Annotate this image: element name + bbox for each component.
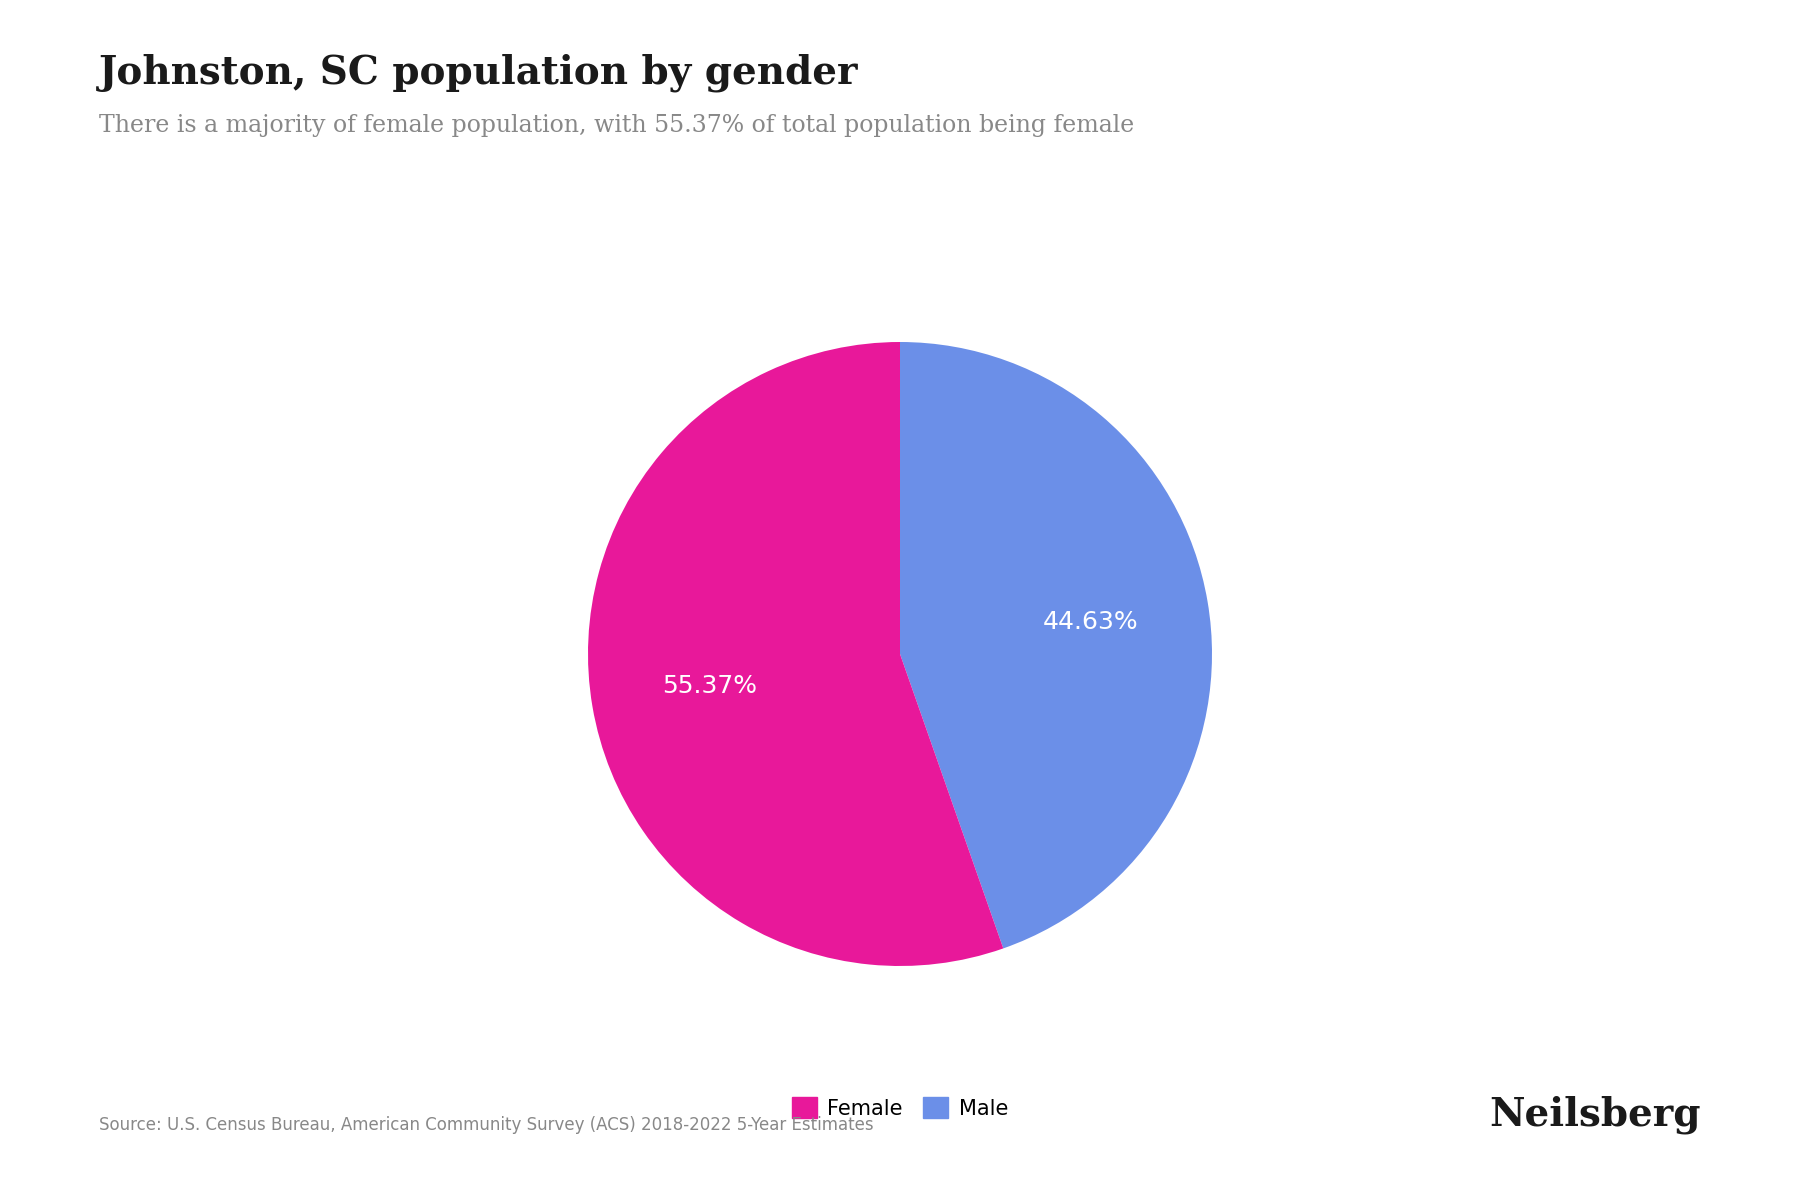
Text: 44.63%: 44.63%	[1042, 610, 1139, 634]
Text: Neilsberg: Neilsberg	[1490, 1096, 1701, 1134]
Text: There is a majority of female population, with 55.37% of total population being : There is a majority of female population…	[99, 114, 1134, 137]
Wedge shape	[589, 342, 1003, 966]
Text: Johnston, SC population by gender: Johnston, SC population by gender	[99, 54, 859, 92]
Text: Source: U.S. Census Bureau, American Community Survey (ACS) 2018-2022 5-Year Est: Source: U.S. Census Bureau, American Com…	[99, 1116, 873, 1134]
Legend: Female, Male: Female, Male	[783, 1088, 1017, 1127]
Wedge shape	[900, 342, 1211, 948]
Text: 55.37%: 55.37%	[662, 674, 756, 698]
